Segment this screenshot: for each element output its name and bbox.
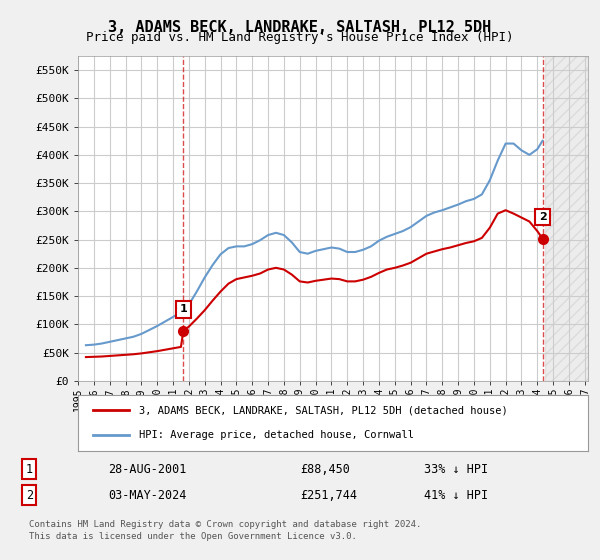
Text: 41% ↓ HPI: 41% ↓ HPI [424, 489, 488, 502]
Text: Contains HM Land Registry data © Crown copyright and database right 2024.: Contains HM Land Registry data © Crown c… [29, 520, 422, 529]
Text: 28-AUG-2001: 28-AUG-2001 [108, 463, 187, 476]
Text: 1: 1 [179, 305, 187, 314]
Text: 33% ↓ HPI: 33% ↓ HPI [424, 463, 488, 476]
Text: Price paid vs. HM Land Registry's House Price Index (HPI): Price paid vs. HM Land Registry's House … [86, 31, 514, 44]
Text: 3, ADAMS BECK, LANDRAKE, SALTASH, PL12 5DH: 3, ADAMS BECK, LANDRAKE, SALTASH, PL12 5… [109, 20, 491, 35]
Text: 03-MAY-2024: 03-MAY-2024 [108, 489, 187, 502]
Bar [545, 56, 588, 381]
Text: This data is licensed under the Open Government Licence v3.0.: This data is licensed under the Open Gov… [29, 533, 357, 542]
Text: 2: 2 [539, 212, 547, 222]
Text: HPI: Average price, detached house, Cornwall: HPI: Average price, detached house, Corn… [139, 430, 414, 440]
Text: 3, ADAMS BECK, LANDRAKE, SALTASH, PL12 5DH (detached house): 3, ADAMS BECK, LANDRAKE, SALTASH, PL12 5… [139, 405, 508, 416]
Text: £251,744: £251,744 [300, 489, 357, 502]
Text: £88,450: £88,450 [300, 463, 350, 476]
Text: 1: 1 [26, 463, 33, 476]
Text: 2: 2 [26, 489, 33, 502]
